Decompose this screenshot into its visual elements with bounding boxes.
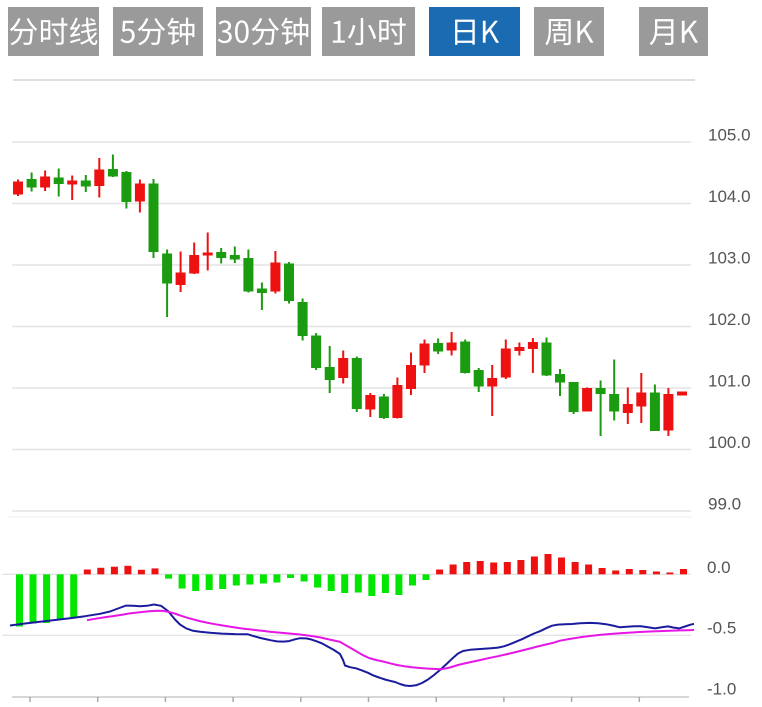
- svg-text:102.0: 102.0: [708, 310, 751, 329]
- svg-text:0.0: 0.0: [707, 558, 731, 577]
- svg-text:-0.5: -0.5: [707, 619, 736, 638]
- svg-text:104.0: 104.0: [708, 187, 751, 206]
- svg-text:100.0: 100.0: [708, 433, 751, 452]
- svg-text:99.0: 99.0: [708, 495, 741, 514]
- svg-text:103.0: 103.0: [708, 249, 751, 268]
- svg-text:-1.0: -1.0: [707, 680, 736, 699]
- svg-text:105.0: 105.0: [708, 126, 751, 145]
- svg-text:101.0: 101.0: [708, 372, 751, 391]
